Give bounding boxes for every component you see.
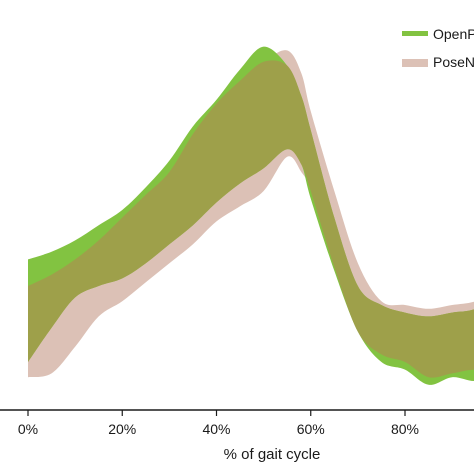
x-tick-label: 40% bbox=[202, 421, 230, 437]
x-axis: 0% 20% 40% 60% 80% bbox=[0, 409, 474, 437]
x-tick-label: 80% bbox=[391, 421, 419, 437]
legend-swatch-openpose bbox=[402, 31, 428, 36]
x-tick-label: 0% bbox=[18, 421, 38, 437]
legend-label-posenet: PoseNet bbox=[433, 54, 474, 70]
x-axis-label: % of gait cycle bbox=[224, 446, 321, 463]
legend: OpenPose PoseNet bbox=[402, 26, 474, 70]
bands-layer bbox=[28, 46, 474, 385]
x-tick-label: 20% bbox=[108, 421, 136, 437]
legend-label-openpose: OpenPose bbox=[433, 26, 474, 42]
band-overlap bbox=[28, 60, 474, 378]
x-tick-label: 60% bbox=[297, 421, 325, 437]
legend-swatch-posenet bbox=[402, 59, 428, 67]
